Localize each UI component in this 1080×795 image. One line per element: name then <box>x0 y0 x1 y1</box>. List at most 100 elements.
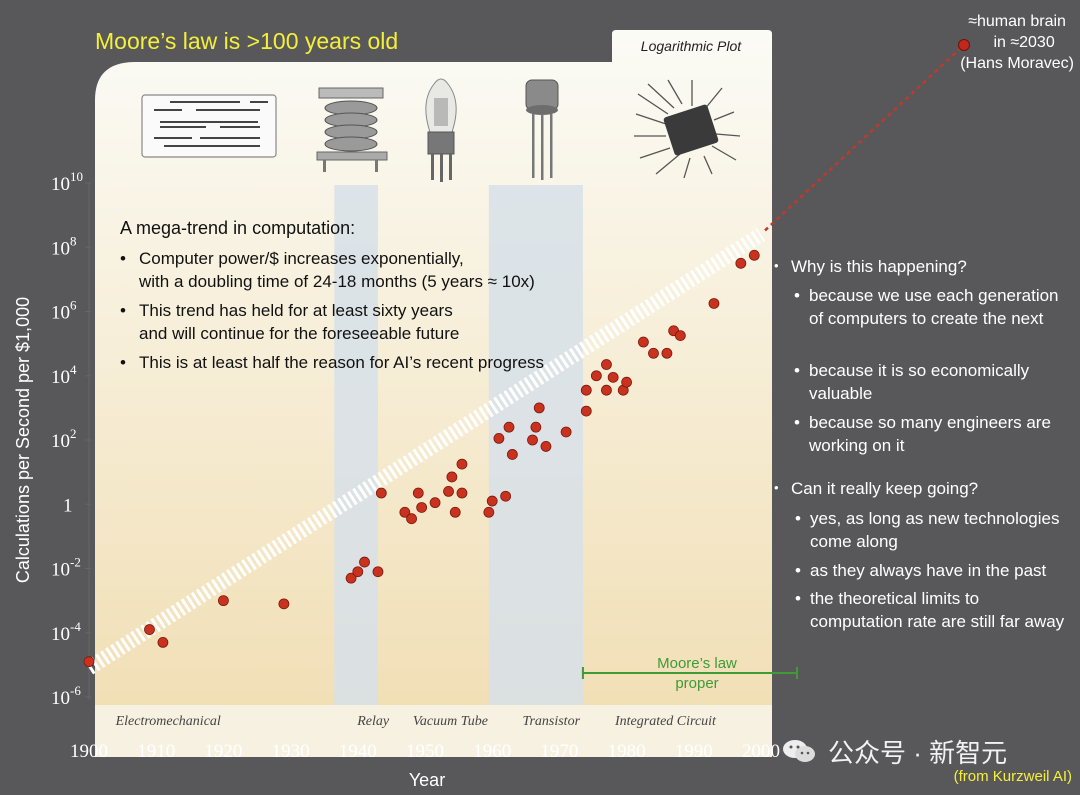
slide-title: Moore’s law is >100 years old <box>95 28 399 54</box>
human-brain-note: ≈human brain in ≈2030 (Hans Moravec) <box>960 11 1074 74</box>
mega-trend-item-line: and will continue for the foreseeable fu… <box>139 324 460 343</box>
data-point <box>375 487 387 499</box>
x-axis-title: Year <box>409 770 445 790</box>
why-point: because it is so economically valuable <box>794 359 1071 405</box>
data-point <box>486 495 498 507</box>
y-tick-label: 10-6 <box>51 683 81 709</box>
data-point <box>648 347 659 359</box>
mega-trend-item-line: Computer power/$ increases exponentially… <box>139 249 464 268</box>
x-tick-label: 1940 <box>339 741 377 762</box>
data-point <box>708 298 720 309</box>
x-tick-label: 2000 <box>742 741 780 762</box>
brain-note-line: (Hans Moravec) <box>960 55 1074 72</box>
data-point <box>590 370 602 382</box>
data-point <box>429 497 441 509</box>
data-point <box>580 384 592 396</box>
mega-trend-item-line: with a doubling time of 24-18 months (5 … <box>139 272 535 291</box>
data-point <box>443 485 454 497</box>
y-tick-label: 10-2 <box>51 555 81 581</box>
continue-point: as they always have in the past <box>795 559 1076 582</box>
integrated-circuit-icon <box>634 79 741 179</box>
data-point <box>638 336 649 348</box>
y-tick-label: 106 <box>51 298 77 324</box>
data-point <box>674 330 686 341</box>
continue-heading: Can it really keep going? <box>774 479 978 499</box>
data-point <box>217 595 229 607</box>
transistor-icon <box>525 79 559 180</box>
human-brain-point <box>958 39 970 51</box>
era-label: Relay <box>356 714 390 729</box>
data-point <box>83 656 95 668</box>
y-tick-exponent: 4 <box>70 362 77 377</box>
data-point <box>530 421 542 433</box>
data-point <box>493 432 505 444</box>
mega-trend-title: A mega-trend in computation: <box>120 218 356 238</box>
data-point <box>278 598 290 610</box>
x-tick-label: 1980 <box>608 741 646 762</box>
y-tick-label: 104 <box>51 362 77 388</box>
relay-icon <box>316 87 388 172</box>
data-point <box>345 572 357 584</box>
continue-point: yes, as long as new technologies come al… <box>795 507 1072 553</box>
era-label: Vacuum Tube <box>413 714 488 729</box>
mega-trend-item: Computer power/$ increases exponentially… <box>120 247 535 293</box>
moores-law-label: proper <box>675 675 718 692</box>
why-heading: Why is this happening? <box>774 257 967 277</box>
y-tick-label: 108 <box>51 233 77 259</box>
x-tick-label: 1960 <box>473 741 511 762</box>
x-tick-label: 1920 <box>204 741 242 762</box>
data-point <box>601 384 612 396</box>
y-tick-exponent: 6 <box>70 298 77 313</box>
vacuum-tube-icon <box>425 78 457 182</box>
data-point <box>560 426 572 438</box>
y-tick-label: 10-4 <box>51 619 81 645</box>
mega-trend-item-line: This trend has held for at least sixty y… <box>139 301 453 320</box>
era-label-band <box>95 705 772 757</box>
data-point <box>446 471 458 483</box>
x-tick-label: 1910 <box>137 741 175 762</box>
y-tick-exponent: -6 <box>70 683 81 698</box>
data-point <box>359 556 370 568</box>
x-tick-label: 1930 <box>272 741 310 762</box>
era-label: Transistor <box>522 714 580 729</box>
x-tick-label: 1970 <box>540 741 578 762</box>
brain-note-line: in ≈2030 <box>993 34 1055 51</box>
x-tick-label: 1950 <box>406 741 444 762</box>
trend-band <box>84 228 766 675</box>
continue-point: the theoretical limits to computation ra… <box>795 587 1072 633</box>
y-tick-exponent: 8 <box>70 233 77 248</box>
data-point <box>601 359 612 370</box>
data-point <box>144 624 155 635</box>
data-point <box>456 487 468 499</box>
why-point: because we use each generation of comput… <box>794 284 1071 330</box>
data-point <box>533 402 545 414</box>
data-point <box>506 449 518 460</box>
data-point <box>527 434 538 446</box>
data-point <box>157 636 169 648</box>
data-point <box>352 566 364 578</box>
data-point <box>449 506 461 518</box>
data-point <box>372 566 384 578</box>
y-tick-label: 1 <box>63 495 73 516</box>
trend-extension <box>764 44 965 232</box>
punch-card-icon <box>141 94 277 158</box>
x-tick-label: 1990 <box>675 741 713 762</box>
data-point <box>483 506 495 518</box>
era-label: Electromechanical <box>115 714 221 729</box>
data-point <box>456 458 468 470</box>
why-point: because so many engineers are working on… <box>794 411 1071 457</box>
source-credit: (from Kurzweil AI) <box>953 768 1072 785</box>
data-point <box>416 502 428 513</box>
era-label: Integrated Circuit <box>614 714 717 729</box>
data-point <box>503 421 515 433</box>
y-tick-label: 102 <box>51 426 77 452</box>
brain-note-line: ≈human brain <box>968 13 1066 30</box>
y-tick-exponent: 2 <box>70 426 77 441</box>
y-tick-label: 1010 <box>51 169 83 195</box>
plot-type-label: Logarithmic Plot <box>640 38 742 54</box>
data-point <box>748 249 760 261</box>
y-tick-exponent: 10 <box>70 169 83 184</box>
mega-trend-item-line: This is at least half the reason for AI’… <box>139 353 545 372</box>
data-point <box>607 371 619 383</box>
y-tick-exponent: -4 <box>70 619 81 634</box>
